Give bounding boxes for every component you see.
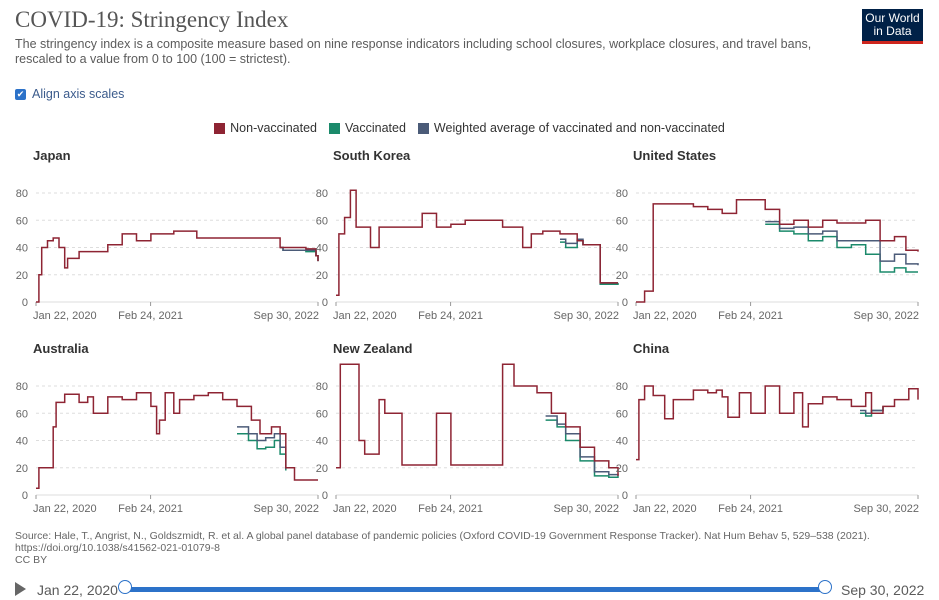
x-tick-label: Jan 22, 2020 xyxy=(633,310,697,322)
panel-title-new-zealand: New Zealand xyxy=(333,341,413,356)
legend-swatch-weighted xyxy=(417,122,429,134)
y-tick-label: 20 xyxy=(316,270,328,282)
y-tick-label: 0 xyxy=(22,297,28,309)
x-tick-label: Sep 30, 2022 xyxy=(554,503,619,515)
logo-line-2: in Data xyxy=(873,24,912,38)
timeline-end-label: Sep 30, 2022 xyxy=(841,582,925,598)
small-multiples-charts: Japan 0 20 40 60 80 Jan 22, 2020 Feb 24, 2021 Se… xyxy=(16,148,919,515)
y-tick-label: 40 xyxy=(316,436,328,448)
x-tick-label: Sep 30, 2022 xyxy=(254,503,319,515)
panel-title-japan: Japan xyxy=(33,148,71,163)
legend-label: Weighted average of vaccinated and non-v… xyxy=(433,121,725,135)
y-tick-label: 60 xyxy=(616,408,628,420)
y-tick-label: 80 xyxy=(316,381,328,393)
y-tick-label: 0 xyxy=(322,297,328,309)
x-tick-label: Feb 24, 2021 xyxy=(418,310,483,322)
y-tick-label: 60 xyxy=(316,215,328,227)
chart-subtitle: The stringency index is a composite meas… xyxy=(15,37,812,66)
source-text: Source: Hale, T., Angrist, N., Goldszmid… xyxy=(15,530,870,554)
y-tick-label: 40 xyxy=(16,436,28,448)
license-text: CC BY xyxy=(15,554,48,566)
x-tick-label: Sep 30, 2022 xyxy=(854,503,919,515)
x-tick-label: Jan 22, 2020 xyxy=(33,310,97,322)
align-axis-label: Align axis scales xyxy=(32,87,125,101)
x-tick-label: Sep 30, 2022 xyxy=(854,310,919,322)
legend-label: Non-vaccinated xyxy=(230,121,317,135)
owid-logo[interactable]: Our World in Data xyxy=(862,9,923,44)
series-line-new-zealand-vaccinated xyxy=(545,419,619,479)
y-tick-label: 20 xyxy=(616,270,628,282)
legend: Non-vaccinated Vaccinated Weighted avera… xyxy=(0,121,939,135)
y-tick-label: 60 xyxy=(16,408,28,420)
panel-title-united-states: United States xyxy=(633,148,716,163)
x-tick-label: Jan 22, 2020 xyxy=(633,503,697,515)
series-line-united-states-non-vaccinated xyxy=(636,199,919,303)
y-tick-label: 80 xyxy=(16,381,28,393)
series-line-australia-non-vaccinated xyxy=(36,392,318,489)
series-line-south-korea-non-vaccinated xyxy=(336,189,618,296)
y-tick-label: 40 xyxy=(616,243,628,255)
y-tick-label: 80 xyxy=(616,188,628,200)
panel-title-australia: Australia xyxy=(33,341,89,356)
x-tick-label: Sep 30, 2022 xyxy=(254,310,319,322)
timeline-start-handle[interactable] xyxy=(118,580,132,594)
y-tick-label: 0 xyxy=(622,297,628,309)
legend-swatch-vaccinated xyxy=(329,122,340,134)
panel-title-china: China xyxy=(633,341,670,356)
y-tick-label: 40 xyxy=(16,243,28,255)
legend-item-non-vaccinated[interactable]: Non-vaccinated xyxy=(214,121,317,135)
x-tick-label: Jan 22, 2020 xyxy=(33,503,97,515)
y-tick-label: 80 xyxy=(616,381,628,393)
y-tick-label: 0 xyxy=(22,490,28,502)
x-tick-label: Sep 30, 2022 xyxy=(554,310,619,322)
panel-title-south-korea: South Korea xyxy=(333,148,411,163)
x-tick-label: Feb 24, 2021 xyxy=(118,503,183,515)
y-tick-label: 80 xyxy=(16,188,28,200)
series-line-australia-weighted xyxy=(237,426,287,470)
y-tick-label: 60 xyxy=(16,215,28,227)
timeline-start-label: Jan 22, 2020 xyxy=(37,582,118,598)
x-tick-label: Jan 22, 2020 xyxy=(333,310,397,322)
y-tick-label: 60 xyxy=(316,408,328,420)
series-line-united-states-vaccinated xyxy=(765,223,918,273)
x-tick-label: Feb 24, 2021 xyxy=(418,503,483,515)
series-line-new-zealand-weighted xyxy=(545,415,619,476)
x-tick-label: Feb 24, 2021 xyxy=(118,310,183,322)
y-tick-label: 20 xyxy=(16,463,28,475)
series-line-united-states-weighted xyxy=(765,220,919,266)
x-tick-label: Jan 22, 2020 xyxy=(333,503,397,515)
series-line-china-non-vaccinated xyxy=(636,385,919,461)
timeline-track[interactable] xyxy=(125,587,825,592)
source-note: Source: Hale, T., Angrist, N., Goldszmid… xyxy=(15,530,875,566)
series-line-australia-vaccinated xyxy=(237,432,287,471)
legend-item-vaccinated[interactable]: Vaccinated xyxy=(329,121,406,135)
play-icon[interactable] xyxy=(15,582,26,596)
y-tick-label: 20 xyxy=(16,270,28,282)
legend-swatch-non-vaccinated xyxy=(214,122,226,134)
y-tick-label: 80 xyxy=(316,188,328,200)
y-tick-label: 20 xyxy=(316,463,328,475)
logo-line-1: Our World xyxy=(865,11,920,25)
y-tick-label: 20 xyxy=(616,463,628,475)
y-tick-label: 40 xyxy=(616,436,628,448)
align-axis-checkbox[interactable]: ✔ Align axis scales xyxy=(15,87,124,101)
legend-item-weighted[interactable]: Weighted average of vaccinated and non-v… xyxy=(417,121,725,135)
y-tick-label: 0 xyxy=(622,490,628,502)
timeline: Jan 22, 2020 Sep 30, 2022 xyxy=(15,578,925,600)
y-tick-label: 60 xyxy=(616,215,628,227)
series-line-new-zealand-non-vaccinated xyxy=(336,363,619,476)
series-line-south-korea-weighted xyxy=(560,238,618,284)
y-tick-label: 0 xyxy=(322,490,328,502)
y-tick-label: 40 xyxy=(316,243,328,255)
chart-title: COVID-19: Stringency Index xyxy=(15,7,289,32)
legend-label: Vaccinated xyxy=(345,121,406,135)
series-line-japan-non-vaccinated xyxy=(36,230,319,303)
x-tick-label: Feb 24, 2021 xyxy=(718,503,783,515)
checkbox-check-icon[interactable]: ✔ xyxy=(15,88,26,100)
timeline-end-handle[interactable] xyxy=(818,580,832,594)
x-tick-label: Feb 24, 2021 xyxy=(718,310,783,322)
